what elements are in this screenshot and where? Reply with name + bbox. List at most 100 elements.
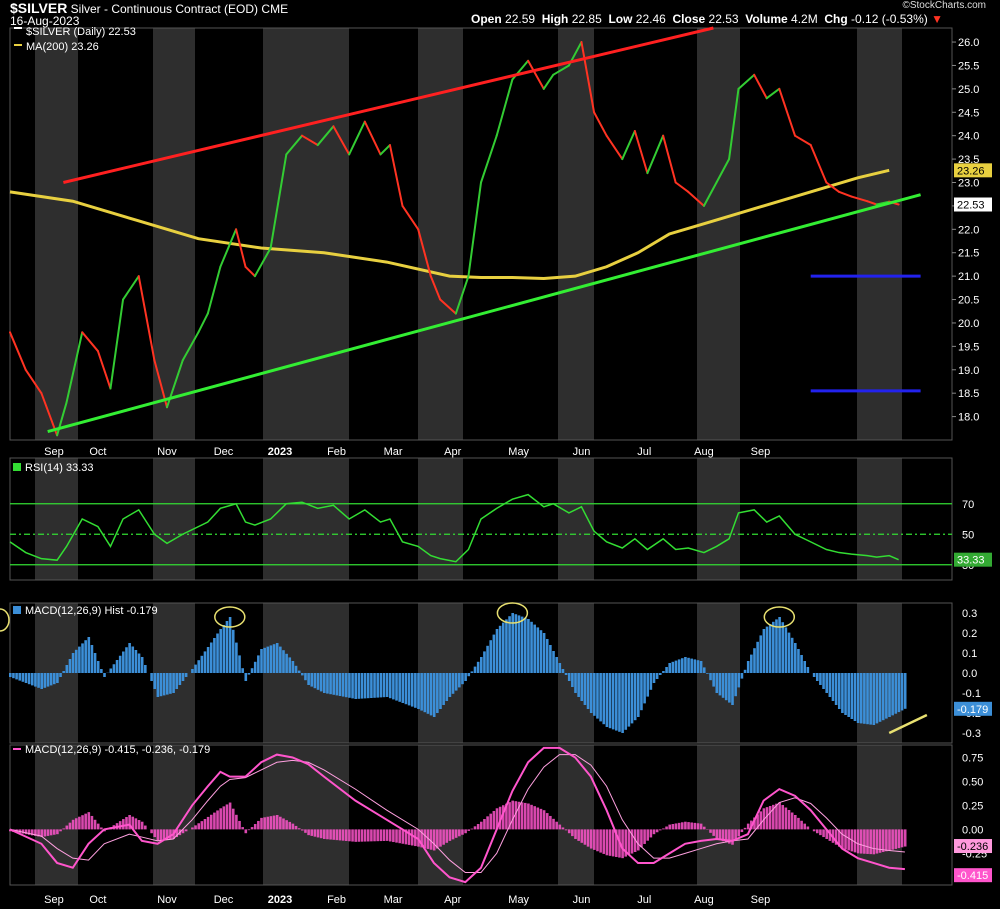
hist-bar bbox=[624, 673, 628, 730]
macd-bar bbox=[269, 816, 273, 830]
macd-bar bbox=[68, 822, 72, 830]
x-tick-label: Dec bbox=[214, 446, 234, 458]
macd-bar bbox=[539, 808, 543, 830]
macd-bar bbox=[498, 806, 502, 830]
macd-bar bbox=[348, 829, 351, 842]
macd-bar bbox=[476, 824, 480, 830]
hist-bar bbox=[392, 673, 395, 700]
macd-tick-label: 0.50 bbox=[962, 776, 983, 788]
hist-bar bbox=[875, 673, 879, 724]
hist-bar bbox=[323, 673, 326, 693]
hist-bar bbox=[743, 669, 747, 673]
hist-bar bbox=[156, 673, 160, 697]
price-segment bbox=[495, 78, 514, 137]
hist-bar bbox=[329, 673, 332, 695]
macd-bar bbox=[247, 829, 251, 831]
macd-bar bbox=[523, 802, 527, 830]
hist-bar bbox=[74, 649, 78, 673]
macd-bar bbox=[866, 829, 869, 854]
hist-bar bbox=[640, 673, 643, 711]
price-segment bbox=[388, 144, 404, 207]
x-tick-label: 2023 bbox=[268, 894, 292, 906]
macd-bar bbox=[790, 812, 794, 830]
month-band bbox=[35, 28, 78, 440]
hist-bar bbox=[153, 673, 157, 689]
hist-bar bbox=[897, 673, 901, 713]
y-tick-label: 21.0 bbox=[958, 271, 979, 283]
hist-bar bbox=[778, 617, 781, 673]
hist-bar bbox=[319, 673, 323, 692]
hist-bar bbox=[307, 673, 310, 685]
month-band bbox=[418, 745, 463, 885]
macd-bar bbox=[118, 821, 122, 830]
hist-bar bbox=[144, 665, 147, 673]
hist-bar bbox=[511, 613, 514, 673]
price-segment bbox=[332, 125, 351, 156]
hist-bar bbox=[27, 673, 31, 685]
macd-bar bbox=[483, 819, 486, 830]
support-trendline bbox=[47, 193, 921, 434]
macd-bar bbox=[100, 827, 103, 830]
x-tick-label: Apr bbox=[444, 446, 461, 458]
macd-bar bbox=[451, 829, 455, 840]
hist-bar bbox=[49, 673, 53, 686]
macd-bar bbox=[184, 829, 188, 832]
price-segment bbox=[269, 153, 288, 250]
hist-bar bbox=[615, 673, 618, 731]
hist-bar bbox=[238, 655, 241, 673]
hist-bar bbox=[247, 673, 251, 675]
hist-bar bbox=[216, 633, 219, 673]
hist-bar bbox=[523, 617, 527, 673]
hist-bar bbox=[166, 673, 169, 695]
hist-bar bbox=[206, 647, 210, 673]
y-tick-label: 24.0 bbox=[958, 131, 979, 143]
month-band bbox=[153, 28, 195, 440]
macd-bar bbox=[297, 828, 301, 830]
macd-bar bbox=[436, 829, 439, 849]
hist-tick-label: 0.2 bbox=[962, 628, 977, 640]
peak-circle bbox=[214, 606, 246, 628]
hist-bar bbox=[762, 629, 766, 673]
macd-bar bbox=[781, 805, 785, 830]
macd-bar bbox=[266, 816, 270, 830]
macd-bar bbox=[34, 829, 37, 836]
price-segment bbox=[401, 204, 420, 231]
hist-bar bbox=[856, 673, 860, 723]
hist-bar bbox=[250, 668, 254, 673]
hist-bar bbox=[294, 665, 298, 673]
macd-bar bbox=[844, 829, 847, 850]
macd-bar bbox=[429, 829, 433, 850]
macd-bar bbox=[272, 815, 276, 830]
peak-circle bbox=[763, 606, 796, 628]
hist-bar bbox=[140, 657, 144, 673]
macd-bar bbox=[841, 829, 844, 849]
hist-tick-label: 0.1 bbox=[962, 648, 977, 660]
hist-bar bbox=[825, 673, 828, 693]
hist-bar bbox=[373, 673, 376, 698]
hist-bar bbox=[282, 650, 285, 673]
macd-bar bbox=[596, 829, 599, 852]
hist-bar bbox=[837, 673, 841, 709]
hist-bar bbox=[787, 632, 791, 673]
macd-line bbox=[9, 746, 905, 884]
hist-bar bbox=[12, 673, 15, 679]
hist-bar bbox=[520, 616, 524, 673]
macd-bar bbox=[87, 812, 91, 830]
macd-histogram bbox=[9, 613, 907, 733]
low-label: Low bbox=[608, 12, 633, 26]
macd-bar bbox=[746, 823, 750, 830]
hist-bar bbox=[888, 673, 891, 717]
hist-bar bbox=[56, 673, 59, 683]
macd-bar bbox=[304, 829, 307, 833]
hist-bar bbox=[24, 673, 28, 683]
hist-bar bbox=[900, 673, 904, 711]
price-segment bbox=[206, 265, 222, 315]
chg-value: -0.12 (-0.53%) bbox=[851, 12, 928, 26]
hist-bar bbox=[351, 673, 354, 699]
down-arrow-icon: ▼ bbox=[931, 12, 943, 26]
macd-bar bbox=[96, 823, 100, 830]
hist-bar bbox=[410, 673, 414, 707]
macd-bar bbox=[822, 829, 825, 838]
hist-bar bbox=[693, 659, 697, 673]
hist-bar bbox=[850, 673, 854, 719]
